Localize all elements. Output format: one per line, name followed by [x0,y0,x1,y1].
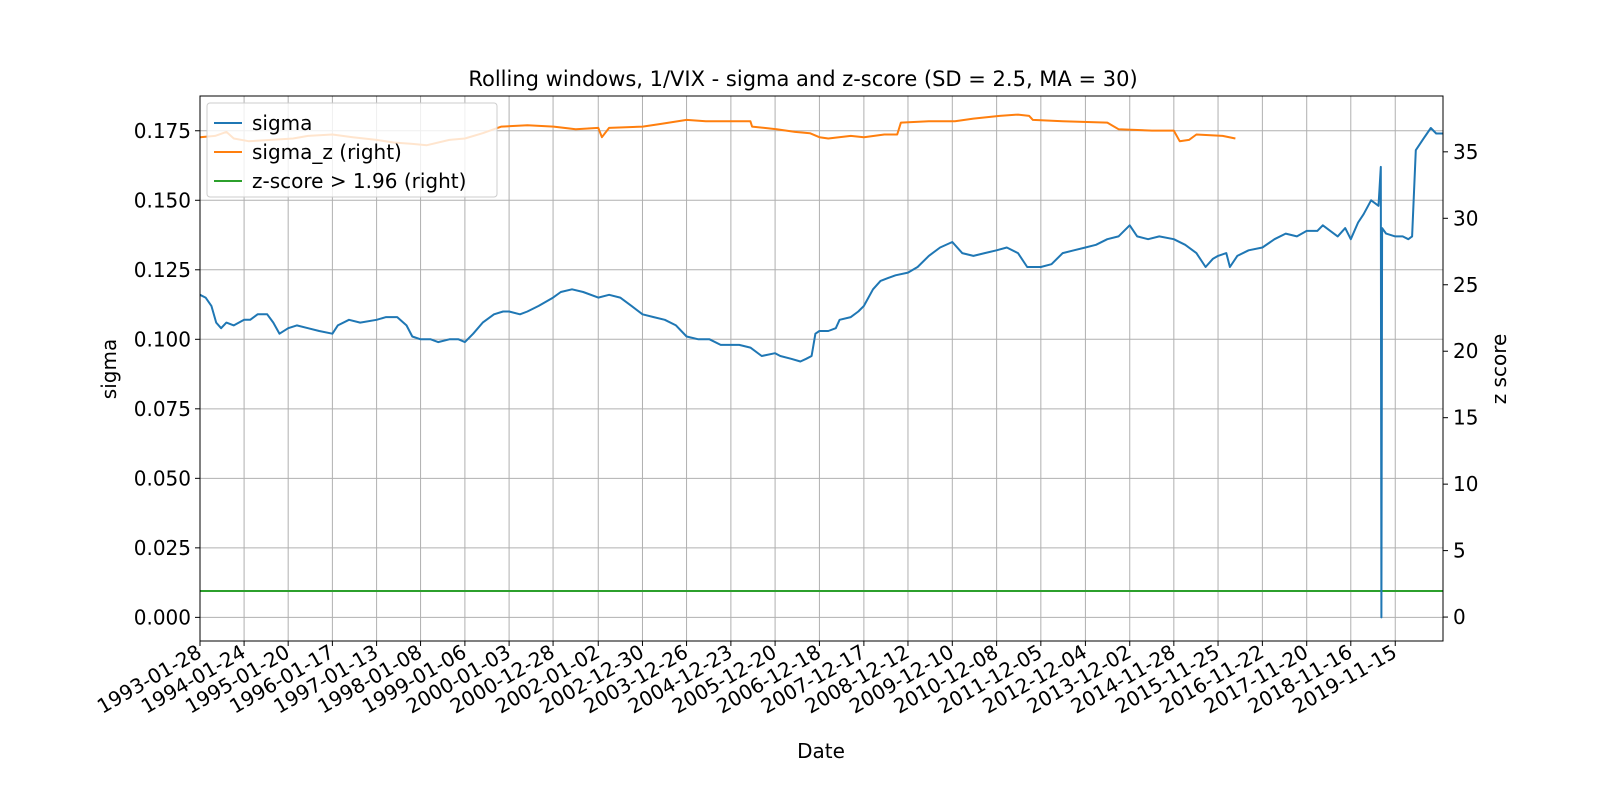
y-axis-right: 0 5 10 15 20 25 30 35 [1443,140,1478,629]
chart-title: Rolling windows, 1/VIX - sigma and z-sco… [468,67,1137,91]
y2-tick-label: 35 [1453,140,1478,164]
y2-tick-label: 20 [1453,339,1478,363]
y2-tick-label: 5 [1453,539,1466,563]
y-tick-label: 0.025 [134,536,191,560]
y2-tick-label: 0 [1453,605,1466,629]
series-line-0 [199,127,1443,619]
y2-tick-label: 15 [1453,406,1478,430]
y2-tick-label: 10 [1453,472,1478,496]
y-axis-left: 0.000 0.025 0.050 0.075 0.100 0.125 0.150 0.175 [134,119,200,629]
y-tick-label: 0.100 [134,327,191,351]
plot-frame [199,95,1444,642]
legend-label-threshold: z-score > 1.96 (right) [252,169,466,193]
legend-label-sigma-z: sigma_z (right) [252,140,402,164]
x-axis: 1993-01-281994-01-241995-01-201996-01-17… [93,640,1401,719]
y-axis-title: sigma [97,339,121,399]
y2-tick-label: 25 [1453,273,1478,297]
y2-axis-title: z score [1487,334,1511,405]
y-tick-label: 0.125 [134,258,191,282]
legend-label-sigma: sigma [252,111,312,135]
y-tick-label: 0.000 [134,605,191,629]
legend: sigma sigma_z (right) z-score > 1.96 (ri… [206,102,498,198]
y-tick-label: 0.050 [134,466,191,490]
y-tick-label: 0.150 [134,188,191,212]
y-tick-label: 0.175 [134,119,191,143]
x-axis-title: Date [797,739,845,763]
legend-box [206,102,498,198]
y2-tick-label: 30 [1453,206,1478,230]
y-tick-label: 0.075 [134,397,191,421]
